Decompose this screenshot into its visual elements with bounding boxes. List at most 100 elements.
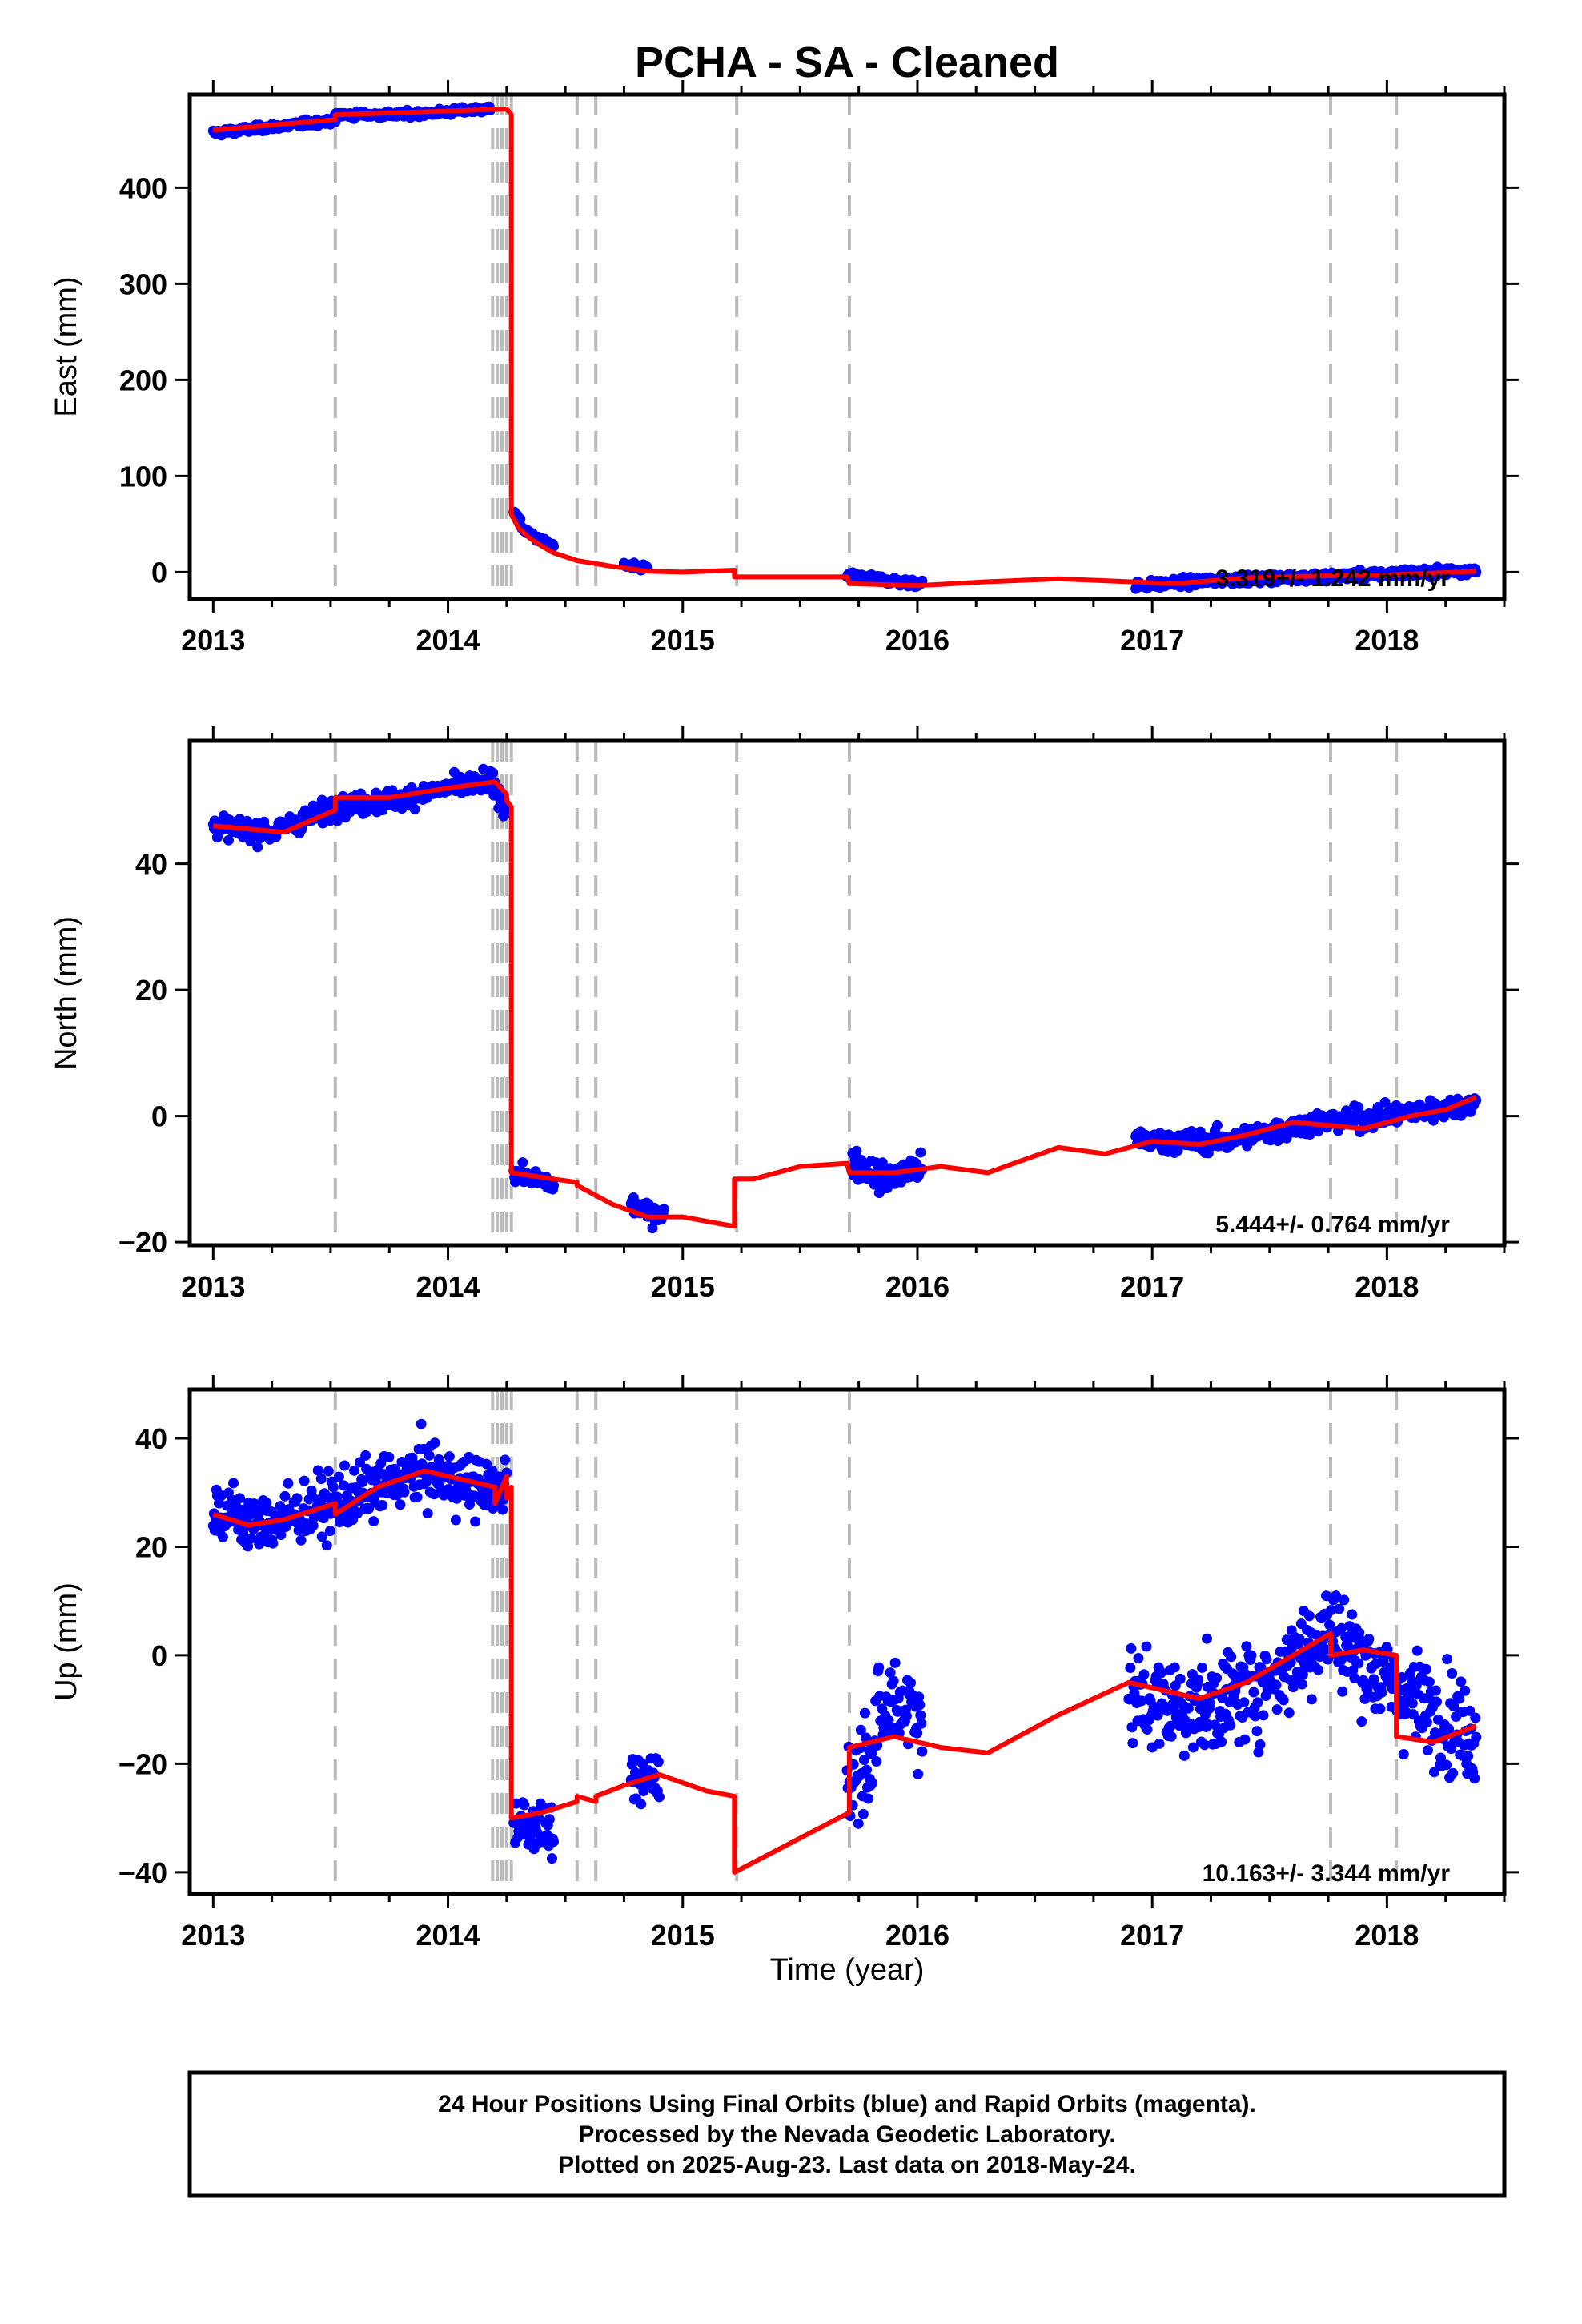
data-point	[1278, 1695, 1289, 1706]
data-point	[1255, 1739, 1266, 1750]
y-tick-label: 0	[151, 556, 167, 589]
plot-area	[207, 1389, 1482, 1894]
x-tick-label: 2017	[1120, 624, 1184, 657]
north-panel: 2013 2014 2015 2016 2017 2018 −20 0 20 40 North (m…	[50, 726, 1519, 1303]
data-point	[299, 1475, 310, 1486]
data-point	[912, 1727, 923, 1739]
data-point	[1368, 1674, 1379, 1685]
data-point	[1375, 1703, 1386, 1715]
data-point	[1421, 1717, 1432, 1728]
data-point	[409, 803, 420, 814]
y-tick-label: −20	[118, 1226, 167, 1259]
x-tick-label: 2013	[181, 624, 245, 657]
data-point	[422, 1508, 433, 1519]
data-point	[295, 1534, 307, 1546]
data-point	[283, 1478, 294, 1489]
model-line	[213, 779, 1477, 1229]
data-point	[1258, 1710, 1269, 1721]
data-point	[450, 1514, 461, 1526]
data-point	[444, 1451, 455, 1462]
data-point	[914, 1699, 926, 1711]
plot-area	[207, 741, 1482, 1245]
data-point	[1448, 1700, 1460, 1711]
data-point	[1339, 1594, 1350, 1606]
data-point	[544, 1814, 555, 1825]
data-point	[1283, 1707, 1295, 1719]
data-point	[1297, 1669, 1308, 1680]
data-point	[1133, 1652, 1144, 1663]
data-point	[1443, 1723, 1455, 1735]
y-tick-label: 20	[135, 974, 167, 1007]
y-tick-label: 200	[119, 364, 167, 396]
data-point	[1166, 1731, 1177, 1742]
data-point	[916, 1718, 927, 1729]
data-point	[1396, 1671, 1407, 1683]
data-point	[1471, 1731, 1482, 1743]
data-point	[500, 1454, 511, 1466]
data-point	[246, 1533, 257, 1544]
data-point	[517, 1157, 528, 1168]
data-point	[252, 842, 263, 853]
data-point	[1422, 1745, 1433, 1756]
data-point	[653, 1791, 665, 1803]
data-point	[1239, 1697, 1250, 1708]
data-point	[1169, 1662, 1180, 1673]
data-point	[871, 1756, 882, 1767]
x-tick-label: 2017	[1120, 1919, 1184, 1952]
data-point	[1261, 1654, 1272, 1665]
east-panel: 2013 2014 2015 2016 2017 2018 0 100 200 300 400 Eas…	[50, 80, 1519, 657]
data-point	[357, 1477, 368, 1488]
data-point	[497, 1504, 508, 1515]
data-point	[1226, 1651, 1237, 1663]
data-point	[1463, 1751, 1474, 1762]
data-point	[1441, 1759, 1452, 1771]
data-point	[867, 1778, 878, 1789]
data-point	[913, 1691, 925, 1703]
x-tick-label: 2018	[1355, 1270, 1419, 1303]
data-point	[901, 1711, 912, 1722]
data-point	[1470, 1712, 1481, 1723]
data-point	[1205, 1698, 1216, 1709]
data-point	[1428, 1767, 1439, 1778]
data-point	[377, 1499, 388, 1510]
model-line	[212, 1468, 1477, 1875]
data-point	[1225, 1719, 1236, 1731]
data-point	[1376, 1687, 1387, 1698]
data-point	[424, 1449, 435, 1461]
data-point	[235, 1493, 246, 1504]
x-tick-label: 2018	[1355, 624, 1419, 657]
y-tick-label: 300	[119, 267, 167, 300]
data-point	[1252, 1697, 1263, 1708]
plot-area	[207, 94, 1482, 599]
figure-title: PCHA - SA - Cleaned	[635, 38, 1059, 86]
data-point	[1456, 1676, 1467, 1687]
data-point	[501, 1467, 512, 1478]
data-point	[451, 1493, 462, 1504]
data-point	[1248, 1687, 1259, 1698]
data-point	[863, 1793, 874, 1804]
y-tick-label: −20	[118, 1747, 167, 1780]
data-point	[261, 1498, 272, 1509]
panel-frame	[187, 738, 1507, 1248]
data-point	[1216, 1736, 1227, 1747]
data-point	[399, 1486, 410, 1498]
data-point	[1454, 1693, 1465, 1704]
x-tick-label: 2018	[1355, 1919, 1419, 1952]
data-point	[889, 1657, 901, 1668]
data-point	[1239, 1734, 1251, 1745]
data-point	[638, 1786, 649, 1797]
data-point	[349, 1465, 360, 1476]
y-axis-label: Up (mm)	[50, 1582, 83, 1701]
x-tick-label: 2014	[416, 624, 480, 657]
data-point	[360, 1449, 371, 1461]
x-axis-label: Time (year)	[770, 1953, 925, 1987]
data-point	[1126, 1642, 1137, 1654]
x-tick-label: 2017	[1120, 1270, 1184, 1303]
data-point	[1334, 1603, 1345, 1614]
data-point	[1353, 1658, 1364, 1669]
data-point	[331, 1491, 343, 1502]
data-point	[396, 803, 408, 814]
data-point	[1294, 1634, 1305, 1645]
data-point	[470, 1516, 481, 1527]
data-point	[873, 1662, 885, 1673]
